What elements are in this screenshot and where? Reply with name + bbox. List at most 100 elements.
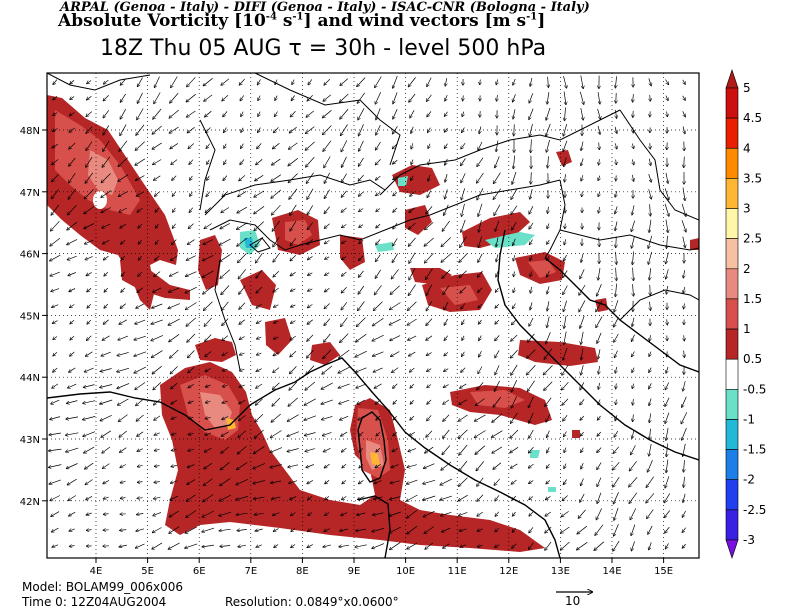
wind-vector: [221, 446, 230, 453]
wind-vector: [187, 333, 196, 342]
wind-vector: [427, 111, 432, 116]
wind-vector: [615, 366, 616, 373]
wind-vector: [580, 269, 585, 278]
wind-vector: [425, 446, 434, 453]
wind-vector: [683, 381, 686, 391]
wind-vector: [647, 509, 654, 519]
wind-vector: [494, 172, 501, 184]
wind-vector: [254, 206, 265, 213]
wind-vector: [494, 478, 501, 485]
wind-vector: [306, 172, 314, 184]
wind-vector: [323, 110, 332, 117]
border-croatia: [559, 229, 699, 251]
wind-vector: [511, 205, 518, 215]
wind-vector: [410, 399, 414, 404]
wind-vector: [121, 271, 125, 276]
wind-vector: [289, 381, 298, 390]
wind-vector: [649, 367, 651, 373]
wind-vector: [53, 112, 58, 116]
wind-vector: [222, 191, 229, 196]
wind-vector: [393, 383, 398, 388]
wind-vector: [238, 253, 247, 262]
wind-vector: [563, 140, 568, 151]
wind-vector: [531, 139, 532, 153]
wind-vector: [563, 91, 566, 105]
wind-vector: [239, 175, 246, 180]
wind-vector: [51, 204, 60, 215]
wind-vector: [238, 545, 246, 547]
wind-vector: [273, 367, 280, 373]
wind-vector: [357, 317, 366, 327]
wind-vector: [512, 543, 517, 548]
wind-vector: [172, 175, 177, 180]
wind-vector: [342, 480, 347, 483]
wind-vector: [649, 413, 650, 423]
vorticity-patch-slovenia-core: [528, 260, 556, 278]
wind-vector: [170, 349, 179, 358]
wind-vector: [170, 143, 179, 148]
wind-vector: [665, 412, 670, 423]
wind-vector: [134, 351, 147, 356]
wind-vector: [376, 192, 381, 196]
wind-vector: [101, 430, 112, 437]
wind-vector: [496, 140, 498, 152]
wind-vector: [66, 447, 79, 452]
wind-vector: [459, 460, 468, 471]
wind-vector: [153, 382, 162, 389]
wind-vector: [103, 239, 110, 244]
wind-vector: [681, 220, 686, 232]
wind-vector: [633, 284, 634, 296]
wind-vector: [355, 350, 367, 357]
wind-vector: [287, 448, 299, 452]
wind-vector: [190, 191, 193, 196]
wind-vector: [359, 208, 364, 212]
wind-vector: [442, 269, 451, 278]
wind-vector: [256, 368, 262, 372]
footer-model: Model: BOLAM99_006x006: [22, 580, 184, 594]
colorbar-segment: [725, 509, 739, 541]
wind-vector: [342, 496, 347, 499]
colorbar-segment: [725, 268, 739, 300]
colorbar-label: 2: [743, 262, 751, 276]
wind-vector: [138, 482, 143, 483]
wind-vector: [70, 304, 75, 308]
wind-vector: [563, 414, 568, 421]
wind-vector: [616, 109, 617, 118]
wind-vector: [375, 269, 381, 278]
coast-sardinia: [357, 495, 391, 558]
wind-vector: [632, 383, 633, 389]
wind-vector: [240, 369, 245, 371]
wind-vector: [581, 331, 584, 344]
wind-vector: [256, 159, 263, 164]
wind-vector: [376, 108, 381, 119]
wind-vector: [290, 238, 297, 245]
wind-vector: [598, 207, 599, 213]
wind-vector: [547, 92, 549, 104]
wind-vector: [134, 366, 146, 373]
wind-vector: [219, 529, 231, 531]
wind-vector: [684, 156, 685, 168]
wind-vector: [564, 157, 567, 167]
wind-vector: [426, 206, 433, 213]
wind-vector: [393, 192, 398, 195]
wind-vector: [85, 239, 94, 244]
wind-vector: [323, 140, 332, 151]
wind-vector: [356, 383, 367, 388]
wind-vector: [84, 384, 95, 388]
wind-vector: [426, 268, 433, 280]
wind-vector: [493, 188, 501, 200]
wind-vector: [375, 480, 382, 484]
border-rhine: [199, 119, 216, 211]
wind-vector: [646, 476, 654, 488]
wind-vector: [136, 543, 145, 548]
wind-vector: [289, 188, 298, 199]
wind-vector: [169, 526, 180, 534]
wind-vector: [119, 414, 128, 422]
wind-vector: [613, 492, 619, 503]
border-france-italy: [214, 259, 241, 371]
wind-vector: [632, 367, 634, 373]
wind-vector: [87, 96, 92, 99]
wind-vector: [547, 430, 550, 438]
wind-vector: [478, 303, 483, 308]
wind-vector: [562, 495, 568, 501]
